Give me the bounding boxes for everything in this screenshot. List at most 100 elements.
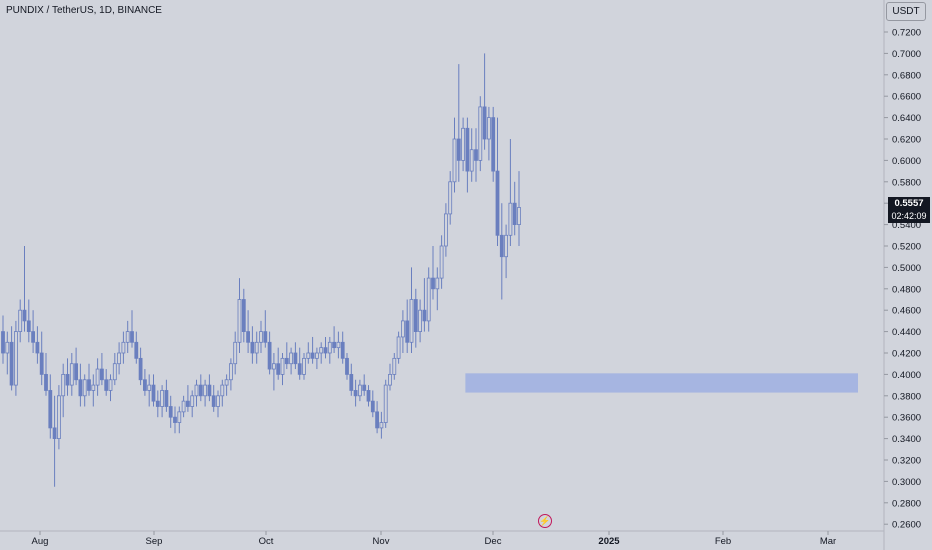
candle [383,379,388,428]
price-axis[interactable]: 0.7200 0.7000 0.6800 0.6600 0.6400 0.6200 0.60… [884,28,921,531]
candle-body [456,138,461,161]
candle-body [147,384,152,391]
candle-body [254,341,259,354]
candle-body [297,363,302,375]
candle-body [435,277,440,290]
candle-body [357,384,362,397]
candles-layer [1,53,521,487]
support-zone[interactable] [465,373,858,393]
candle-body [142,379,147,391]
candle [349,363,354,396]
candle-body [194,384,199,397]
candle-body [112,363,117,381]
candle [495,117,500,246]
candle [289,347,294,375]
time-axis[interactable]: Aug Sep Oct Nov Dec 2025 Feb Mar [32,531,837,547]
candle-body [9,341,14,386]
last-price-value: 0.5557 [894,198,924,209]
lightning-icon[interactable]: ⚡ [538,514,552,528]
candle [302,353,306,380]
candle [271,353,276,391]
candle [259,320,263,353]
candle-body [353,390,358,397]
candle [431,246,435,300]
candle-body [22,309,27,322]
candle [31,310,36,353]
candle [198,374,203,402]
currency-button[interactable]: USDT [886,2,926,21]
candle-body [422,309,427,322]
candle [409,267,414,353]
candle-body [482,106,487,140]
candle [91,374,96,407]
candle [48,374,53,439]
candle-body [160,390,165,407]
candle [87,363,91,396]
candle [185,385,190,412]
candle-body [190,395,195,407]
candle [190,390,195,418]
candle-body [465,127,470,172]
candle [18,299,23,343]
y-tick-label: 0.4600 [892,306,921,317]
candle-body [289,352,294,365]
candle [314,347,319,370]
candle [233,331,238,375]
candle-body [233,341,238,365]
candle [181,395,186,418]
candle [104,369,109,396]
symbol-title[interactable]: PUNDIX / TetherUS, 1D, BINANCE [6,5,162,16]
candle [121,331,126,364]
candle [284,342,289,370]
candle-body [52,427,57,439]
candle-body [82,379,87,397]
candle [474,128,478,182]
y-tick-label: 0.3600 [892,413,921,424]
candle-body [306,352,311,359]
candle-body [44,373,48,391]
candle [452,117,457,193]
candle-body [5,341,10,354]
candle-body [413,299,418,332]
candle-body [259,331,263,343]
candle [207,374,212,402]
candle-body [327,341,332,354]
candle-body [74,363,78,381]
candle-body [349,373,354,391]
candle-body [173,416,177,423]
candle-body [267,341,272,370]
bar-countdown: 02:42:09 [891,211,927,221]
candle-body [246,331,251,343]
candle [310,336,315,364]
candle-body [87,379,91,391]
y-tick-label: 0.4200 [892,349,921,360]
candle [517,171,521,246]
candle [306,342,311,364]
candle [78,363,83,407]
candle-body [452,138,457,183]
y-tick-label: 0.6200 [892,135,921,146]
candle [276,347,281,380]
y-tick-label: 0.3400 [892,434,921,445]
y-tick-label: 0.6600 [892,92,921,103]
candle [224,374,229,396]
candle [340,331,345,364]
candle-body [319,347,324,354]
candle-body [134,341,139,359]
y-tick-label: 0.6400 [892,113,921,124]
candle [1,315,5,364]
y-tick-label: 0.7200 [892,28,921,39]
candle [478,96,483,172]
candle [194,379,199,407]
candle [379,411,384,439]
candle-body [486,117,491,140]
x-tick-label: Nov [373,536,390,547]
candle [327,336,332,364]
candle [151,374,156,407]
y-tick-label: 0.2800 [892,498,921,509]
candle [435,267,440,311]
candle [250,326,255,364]
x-tick-label: 2025 [598,536,620,547]
y-tick-label: 0.4000 [892,370,921,381]
